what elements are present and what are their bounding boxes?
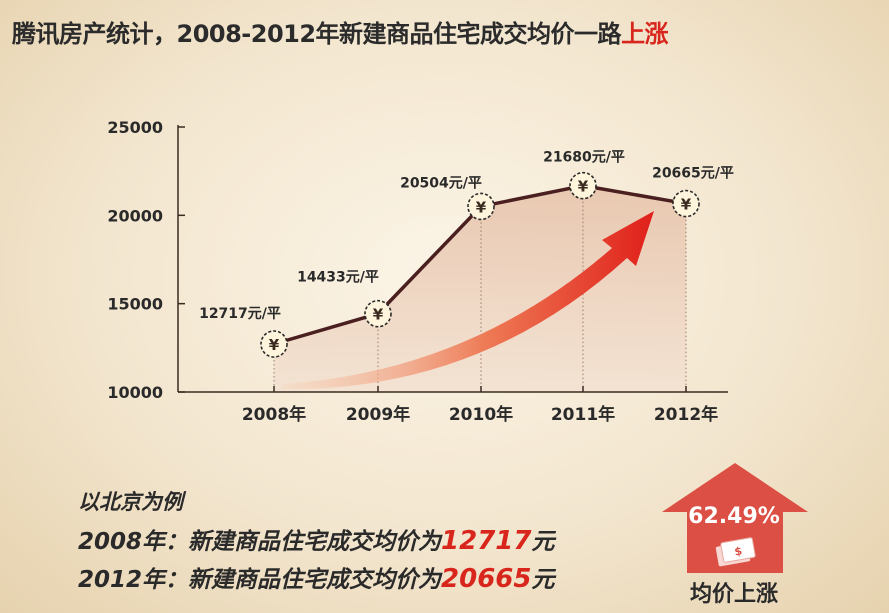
x-tick-label-0: 2008年 bbox=[242, 404, 306, 425]
data-label-2: 20504元/平 bbox=[400, 175, 482, 191]
data-label-0: 12717元/平 bbox=[199, 306, 281, 322]
note-2008-text: 2008年：新建商品住宅成交均价为 bbox=[78, 529, 442, 555]
y-tick-label-1: 15000 bbox=[107, 295, 163, 314]
yuan-icon-1: ¥ bbox=[373, 306, 384, 324]
data-point-1 bbox=[364, 299, 392, 328]
yuan-icon-4: ¥ bbox=[681, 196, 692, 214]
data-point-4 bbox=[672, 189, 700, 218]
page-title: 腾讯房产统计，2008-2012年新建商品住宅成交均价一路上涨 bbox=[12, 14, 669, 49]
data-label-1: 14433元/平 bbox=[297, 270, 379, 286]
x-tick-label-3: 2011年 bbox=[551, 404, 615, 425]
rise-arrow-badge: $ bbox=[662, 463, 808, 573]
rise-percent: 62.49% bbox=[688, 504, 780, 529]
x-tick-label-2: 2010年 bbox=[449, 404, 513, 425]
note-line-2012: 2012年：新建商品住宅成交均价为20665元 bbox=[78, 560, 554, 594]
svg-text:$: $ bbox=[733, 544, 743, 558]
note-line-2008: 2008年：新建商品住宅成交均价为12717元 bbox=[78, 522, 554, 556]
title-highlight: 上涨 bbox=[621, 20, 669, 48]
data-label-4: 20665元/平 bbox=[652, 166, 734, 182]
money-icon: $ bbox=[715, 537, 756, 567]
title-main: 腾讯房产统计，2008-2012年新建商品住宅成交均价一路 bbox=[12, 20, 622, 48]
price-line-chart: 10000 15000 20000 25000 2008年 2009年 2010年 2011年… bbox=[107, 118, 734, 425]
growth-arrow bbox=[282, 211, 654, 390]
x-tick-label-1: 2009年 bbox=[346, 404, 410, 425]
note-2008-unit: 元 bbox=[531, 529, 555, 555]
data-label-3: 21680元/平 bbox=[543, 150, 625, 166]
note-2008-value: 12717 bbox=[441, 526, 532, 556]
y-tick-label-2: 20000 bbox=[107, 206, 163, 225]
y-tick-label-0: 10000 bbox=[107, 383, 163, 402]
data-point-0 bbox=[260, 330, 288, 358]
chart-area-fill bbox=[274, 185, 686, 392]
note-2012-unit: 元 bbox=[531, 567, 555, 593]
note-2012-value: 20665 bbox=[441, 564, 532, 594]
x-tick-label-4: 2012年 bbox=[654, 404, 718, 425]
yuan-icon-0: ¥ bbox=[269, 336, 280, 354]
yuan-icon-3: ¥ bbox=[578, 178, 589, 196]
y-tick-label-3: 25000 bbox=[107, 118, 163, 137]
yuan-icon-2: ¥ bbox=[476, 198, 487, 216]
note-2012-text: 2012年：新建商品住宅成交均价为 bbox=[78, 567, 442, 593]
data-point-3 bbox=[569, 171, 597, 200]
example-heading: 以北京为例 bbox=[78, 490, 183, 514]
data-point-2 bbox=[467, 192, 495, 221]
rise-label: 均价上涨 bbox=[689, 582, 778, 607]
